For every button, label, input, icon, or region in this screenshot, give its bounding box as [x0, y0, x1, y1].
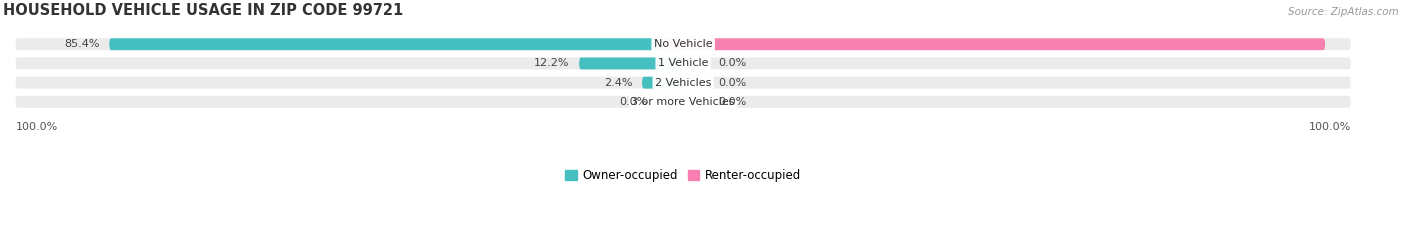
Text: 85.4%: 85.4%: [65, 39, 100, 49]
Text: HOUSEHOLD VEHICLE USAGE IN ZIP CODE 99721: HOUSEHOLD VEHICLE USAGE IN ZIP CODE 9972…: [3, 3, 404, 18]
FancyBboxPatch shape: [15, 58, 1351, 69]
FancyBboxPatch shape: [15, 77, 1351, 89]
FancyBboxPatch shape: [579, 58, 683, 69]
Text: 0.0%: 0.0%: [620, 97, 648, 107]
Text: 1 Vehicle: 1 Vehicle: [658, 58, 709, 69]
Text: 2.4%: 2.4%: [605, 78, 633, 88]
Text: 100.0%: 100.0%: [1309, 122, 1351, 132]
Text: Source: ZipAtlas.com: Source: ZipAtlas.com: [1288, 7, 1399, 17]
Text: 2 Vehicles: 2 Vehicles: [655, 78, 711, 88]
Text: 12.2%: 12.2%: [534, 58, 569, 69]
FancyBboxPatch shape: [15, 38, 1351, 50]
Text: 100.0%: 100.0%: [1361, 39, 1403, 49]
Text: 0.0%: 0.0%: [718, 78, 747, 88]
Text: 0.0%: 0.0%: [718, 97, 747, 107]
FancyBboxPatch shape: [110, 38, 683, 50]
Text: 3 or more Vehicles: 3 or more Vehicles: [631, 97, 735, 107]
Text: No Vehicle: No Vehicle: [654, 39, 713, 49]
FancyBboxPatch shape: [658, 38, 1324, 50]
Legend: Owner-occupied, Renter-occupied: Owner-occupied, Renter-occupied: [565, 169, 801, 182]
Text: 100.0%: 100.0%: [15, 122, 58, 132]
FancyBboxPatch shape: [15, 96, 1351, 108]
Text: 0.0%: 0.0%: [718, 58, 747, 69]
FancyBboxPatch shape: [643, 77, 683, 89]
